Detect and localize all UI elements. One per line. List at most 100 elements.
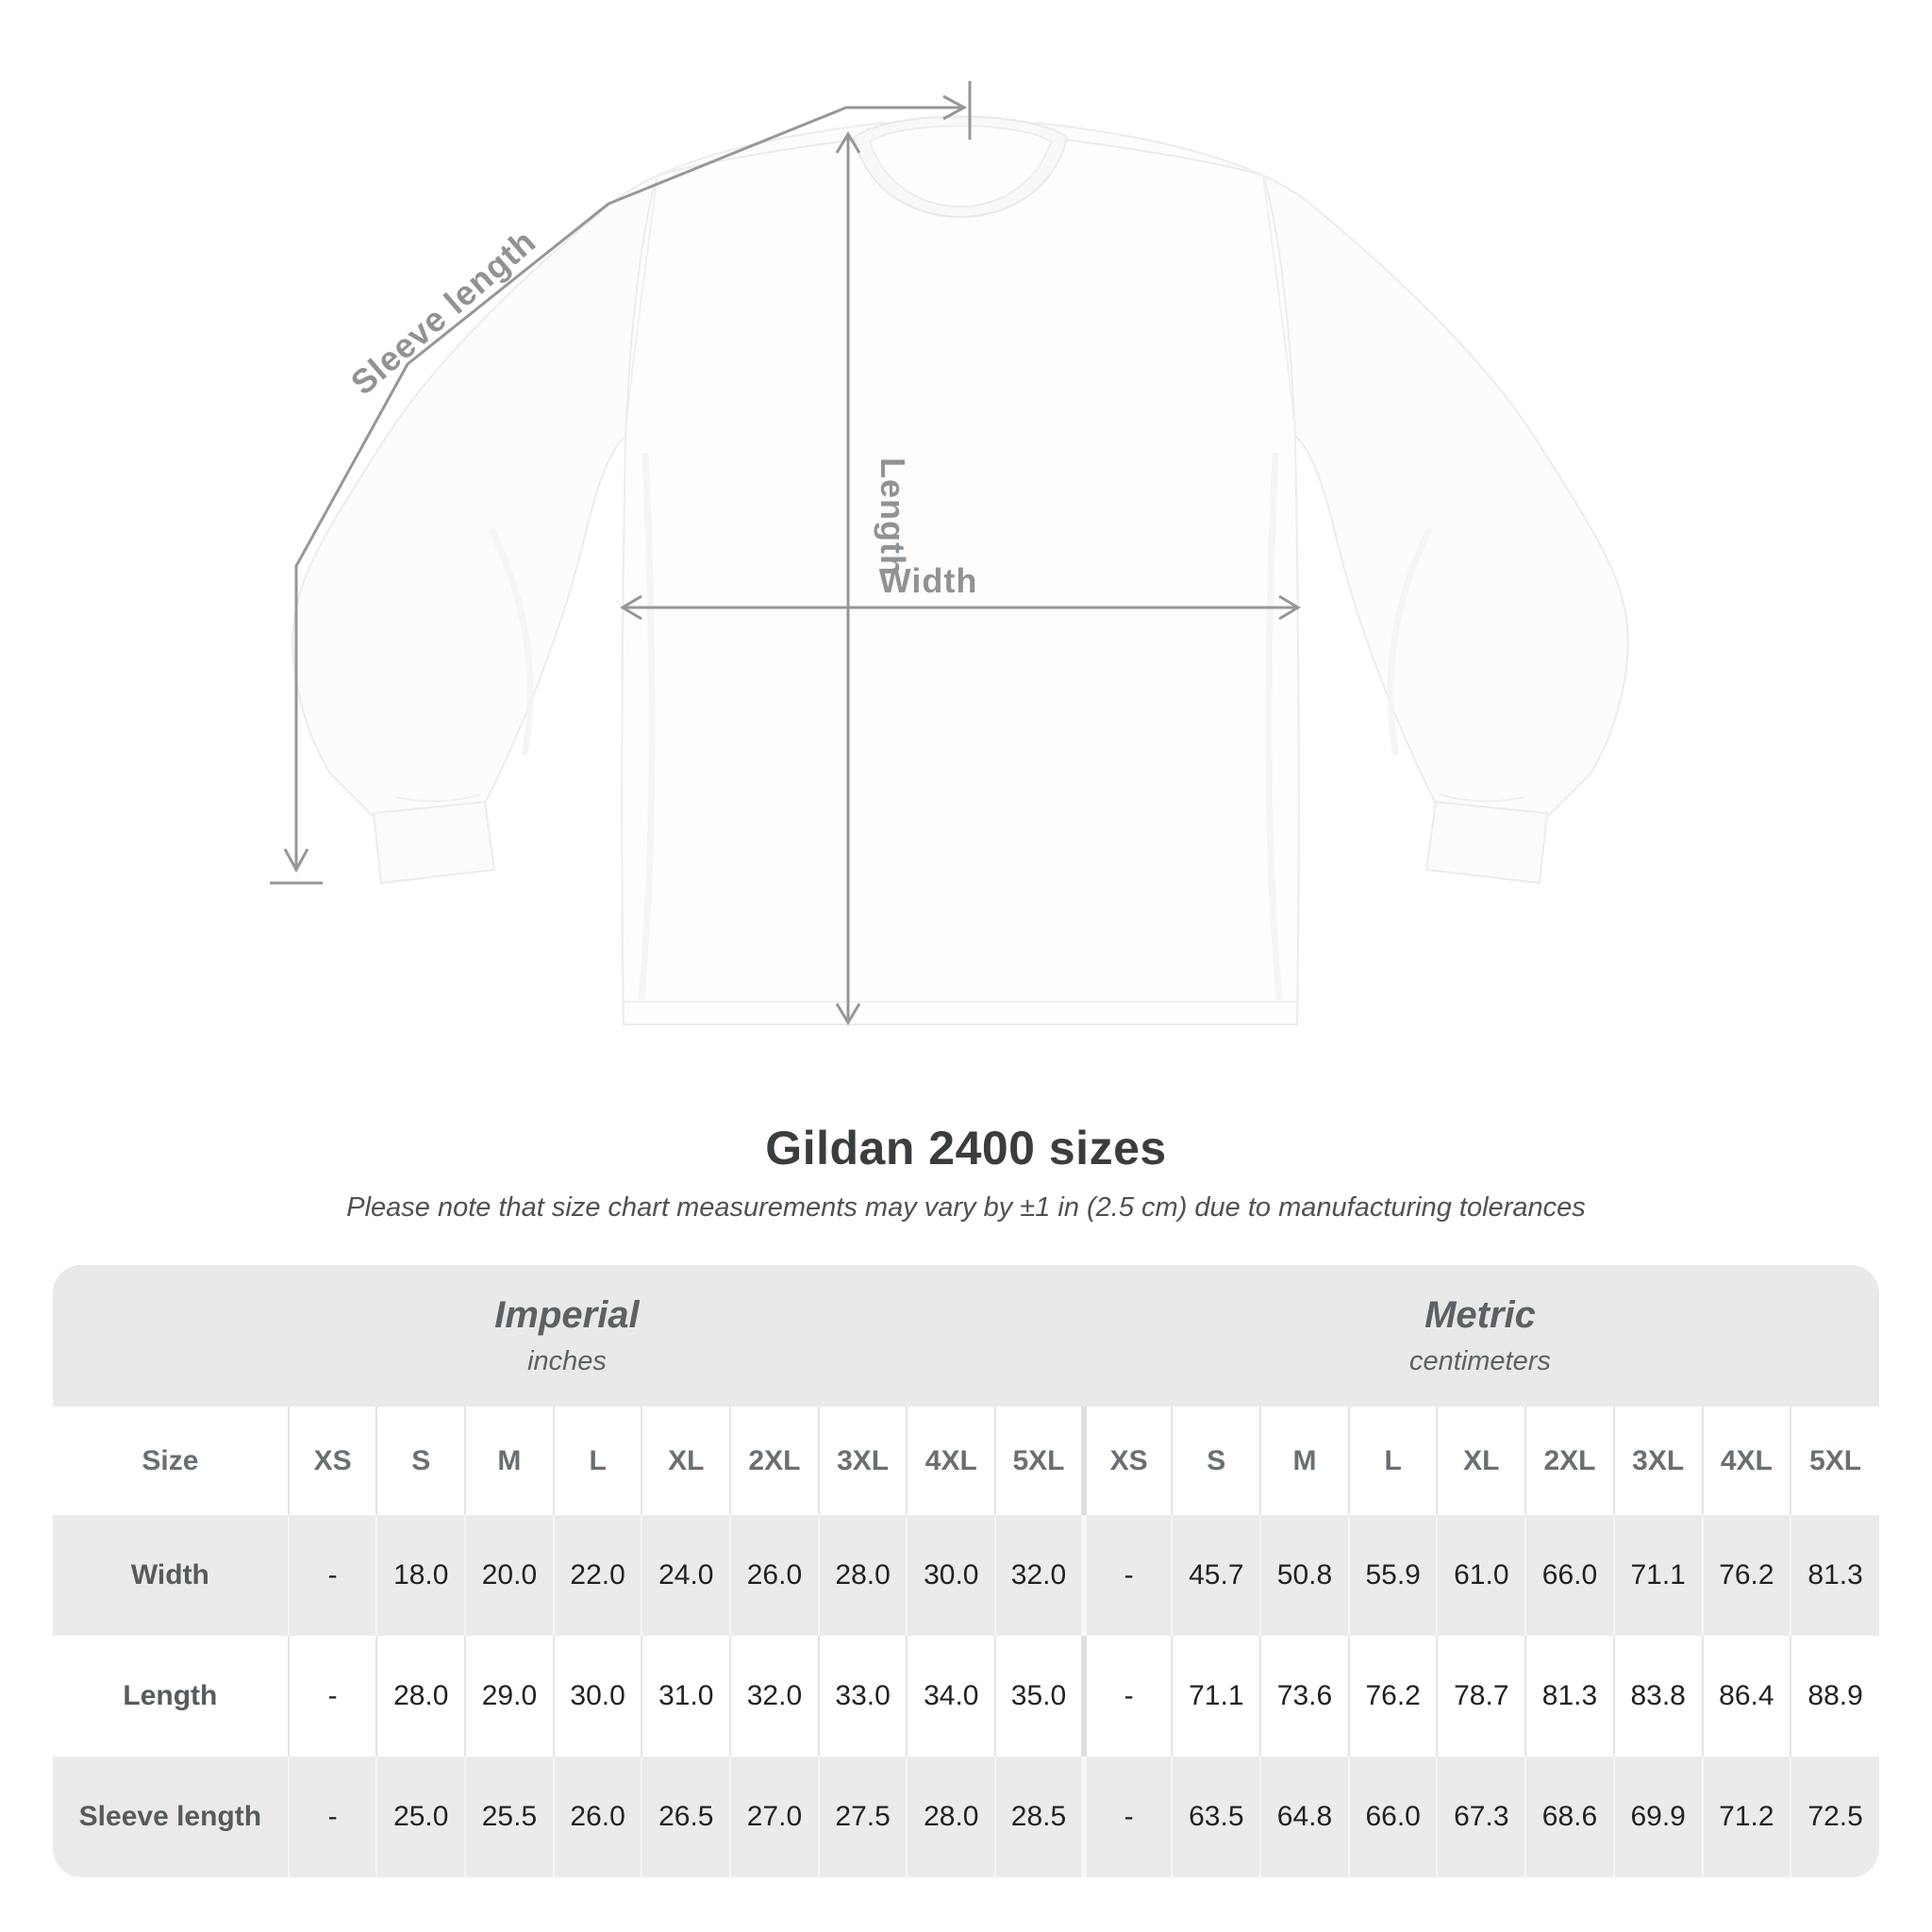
value-cell: 31.0 xyxy=(641,1636,731,1757)
shirt-right-cuff xyxy=(1424,800,1549,885)
value-cell: 24.0 xyxy=(641,1515,731,1636)
value-cell: 81.3 xyxy=(1524,1636,1614,1757)
table-row: Length -28.0 29.0 30.0 31.0 32.0 33.0 34.0 35.0-… xyxy=(53,1636,1879,1757)
value-cell: 78.7 xyxy=(1436,1636,1526,1757)
value-cell: 45.7 xyxy=(1171,1515,1261,1636)
value-cell: 25.5 xyxy=(464,1757,554,1877)
shirt-right-sleeve xyxy=(1033,122,1629,821)
value-cell: 28.5 xyxy=(994,1757,1084,1877)
table-row: Sleeve length -25.0 25.5 26.0 26.5 27.0 27.5 28… xyxy=(53,1757,1879,1877)
shirt-collar-inner xyxy=(868,125,1053,208)
value-cell: - xyxy=(1080,1515,1173,1636)
column-header-imperial-2xl: 2XL xyxy=(729,1407,819,1515)
value-cell: 68.6 xyxy=(1524,1757,1614,1877)
column-header-metric-l: L xyxy=(1347,1407,1438,1515)
value-cell: 20.0 xyxy=(464,1515,554,1636)
row-label: Length xyxy=(123,1680,218,1711)
width-label: Width xyxy=(879,561,978,600)
column-header-size: Size xyxy=(53,1407,289,1515)
column-header-imperial-s: S xyxy=(375,1407,466,1515)
value-cell: 73.6 xyxy=(1259,1636,1349,1757)
shirt-body xyxy=(621,138,1300,1025)
value-cell: 69.9 xyxy=(1612,1757,1703,1877)
imperial-unit-header: Imperial inches xyxy=(53,1265,1081,1407)
measurement-lines xyxy=(270,81,1301,1025)
column-header-imperial-3xl: 3XL xyxy=(817,1407,908,1515)
value-cell: 26.5 xyxy=(641,1757,731,1877)
value-cell: 34.0 xyxy=(906,1636,996,1757)
value-cell: 27.5 xyxy=(817,1757,908,1877)
value-cell: 88.9 xyxy=(1790,1636,1879,1757)
shirt-left-cuff xyxy=(372,800,496,885)
column-header-metric-xs: XS xyxy=(1080,1407,1173,1515)
value-cell: 26.0 xyxy=(552,1757,642,1877)
value-cell: - xyxy=(287,1757,377,1877)
value-cell: - xyxy=(1080,1636,1173,1757)
length-label: Length xyxy=(874,458,912,576)
value-cell: 72.5 xyxy=(1790,1757,1879,1877)
column-header-imperial-xl: XL xyxy=(641,1407,731,1515)
column-header-metric-xl: XL xyxy=(1436,1407,1526,1515)
value-cell: 83.8 xyxy=(1612,1636,1703,1757)
value-cell: 28.0 xyxy=(375,1636,466,1757)
value-cell: 27.0 xyxy=(729,1757,819,1877)
column-header-metric-2xl: 2XL xyxy=(1524,1407,1614,1515)
value-cell: 76.2 xyxy=(1701,1515,1791,1636)
value-cell: 18.0 xyxy=(375,1515,466,1636)
value-cell: 32.0 xyxy=(994,1515,1084,1636)
column-header-metric-s: S xyxy=(1171,1407,1261,1515)
row-label: Sleeve length xyxy=(78,1801,262,1832)
length-measure-line xyxy=(835,131,861,1025)
value-cell: 35.0 xyxy=(994,1636,1084,1757)
shirt-shading xyxy=(487,452,1434,1001)
sleeve-length-measure-line xyxy=(270,81,972,885)
column-header-imperial-4xl: 4XL xyxy=(906,1407,996,1515)
column-header-imperial-l: L xyxy=(552,1407,642,1515)
value-cell: 50.8 xyxy=(1259,1515,1349,1636)
value-cell: 33.0 xyxy=(817,1636,908,1757)
imperial-label: Imperial xyxy=(494,1294,640,1336)
table-row: Width -18.0 20.0 22.0 24.0 26.0 28.0 30.0 32.0-4… xyxy=(53,1515,1879,1636)
imperial-sublabel: inches xyxy=(527,1346,607,1376)
value-cell: 61.0 xyxy=(1436,1515,1526,1636)
shirt-illustration xyxy=(291,115,1629,1025)
shirt-diagram: Sleeve length Length Width xyxy=(270,81,1629,1025)
metric-unit-header: Metric centimeters xyxy=(1081,1265,1879,1407)
value-cell: 30.0 xyxy=(906,1515,996,1636)
value-cell: 64.8 xyxy=(1259,1757,1349,1877)
value-cell: 22.0 xyxy=(552,1515,642,1636)
value-cell: 76.2 xyxy=(1347,1636,1438,1757)
value-cell: 71.1 xyxy=(1171,1636,1261,1757)
metric-sublabel: centimeters xyxy=(1409,1346,1551,1376)
value-cell: 32.0 xyxy=(729,1636,819,1757)
row-label: Width xyxy=(130,1559,209,1591)
column-header-metric-m: M xyxy=(1259,1407,1349,1515)
value-cell: 66.0 xyxy=(1347,1757,1438,1877)
value-cell: 71.2 xyxy=(1701,1757,1791,1877)
value-cell: 63.5 xyxy=(1171,1757,1261,1877)
value-cell: 28.0 xyxy=(817,1515,908,1636)
value-cell: - xyxy=(287,1636,377,1757)
column-header-metric-4xl: 4XL xyxy=(1701,1407,1791,1515)
value-cell: 55.9 xyxy=(1347,1515,1438,1636)
value-cell: 66.0 xyxy=(1524,1515,1614,1636)
value-cell: 26.0 xyxy=(729,1515,819,1636)
metric-label: Metric xyxy=(1424,1294,1536,1336)
column-header-imperial-xs: XS xyxy=(287,1407,377,1515)
column-header-metric-3xl: 3XL xyxy=(1612,1407,1703,1515)
size-header-row: Size XS S M L XL 2XL 3XL 4XL 5XL XS S M L XL 2XL 3XL 4XL 5… xyxy=(53,1407,1879,1515)
value-cell: 67.3 xyxy=(1436,1757,1526,1877)
page-title: Gildan 2400 sizes xyxy=(765,1122,1167,1174)
value-cell: - xyxy=(287,1515,377,1636)
shirt-diagram-svg: Sleeve length Length Width xyxy=(270,81,1629,1025)
size-chart-panel: Imperial inches Metric centimeters Size X… xyxy=(53,1265,1879,1877)
width-measure-line xyxy=(620,594,1301,621)
value-cell: 86.4 xyxy=(1701,1636,1791,1757)
column-header-metric-5xl: 5XL xyxy=(1790,1407,1879,1515)
value-cell: 28.0 xyxy=(906,1757,996,1877)
column-header-imperial-m: M xyxy=(464,1407,554,1515)
tolerance-note: Please note that size chart measurements… xyxy=(346,1192,1586,1223)
shirt-seams xyxy=(395,175,1525,1003)
size-table: Size XS S M L XL 2XL 3XL 4XL 5XL XS S M L XL 2XL 3XL 4XL 5… xyxy=(53,1407,1879,1877)
